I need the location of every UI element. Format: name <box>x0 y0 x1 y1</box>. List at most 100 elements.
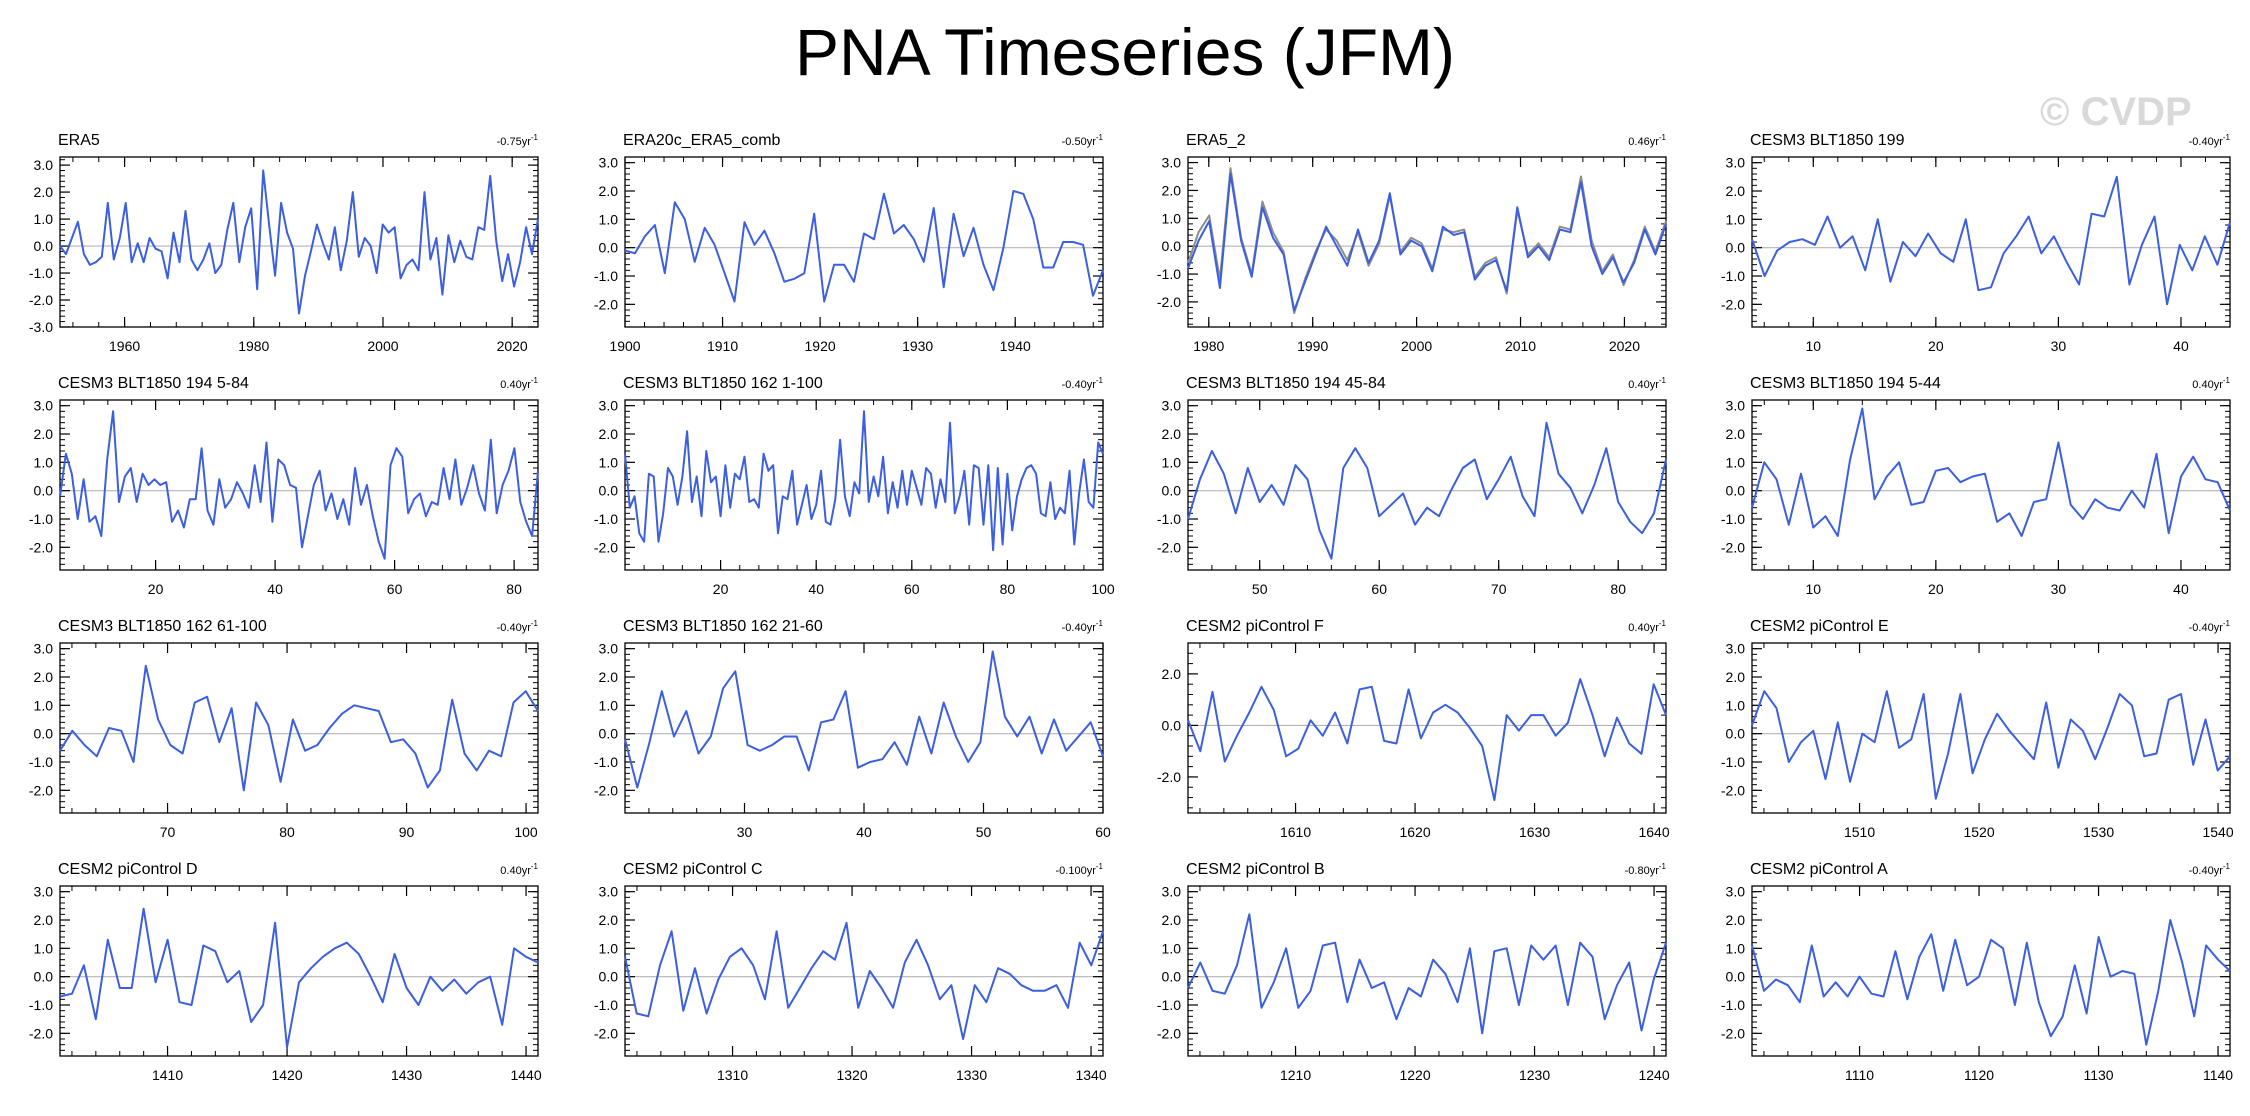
x-tick-label: 20 <box>1928 338 1944 354</box>
y-tick-label: 3.0 <box>34 157 54 173</box>
x-tick-label: 20 <box>713 581 729 597</box>
y-tick-label: -1.0 <box>1721 997 1745 1013</box>
trend-exponent: -1 <box>1096 619 1104 628</box>
y-tick-label: 1.0 <box>1162 454 1182 470</box>
y-tick-label: 3.0 <box>1726 641 1746 657</box>
chart-panel-12: CESM2 piControl E -0.40yr-1 3.0 2.0 1.0 0.0 -1… <box>1721 618 2234 840</box>
x-tick-label: 1210 <box>1280 1067 1311 1083</box>
series-line <box>1751 919 2231 1046</box>
series-line <box>624 650 1104 789</box>
series-line <box>1187 913 1667 1035</box>
x-tick-label: 60 <box>904 581 920 597</box>
x-tick-label: 1320 <box>836 1067 867 1083</box>
y-tick-label: -2.0 <box>29 1025 53 1041</box>
y-tick-label: 1.0 <box>1726 454 1746 470</box>
y-tick-label: 1.0 <box>599 454 619 470</box>
x-tick-label: 1990 <box>1297 338 1328 354</box>
x-tick-label: 40 <box>808 581 824 597</box>
y-tick-label: -2.0 <box>1721 296 1745 312</box>
series-line <box>624 190 1104 303</box>
panel-title: CESM2 piControl E <box>1750 618 1889 635</box>
y-tick-label: 0.0 <box>34 726 54 742</box>
y-tick-label: 1.0 <box>1726 211 1746 227</box>
series-line <box>1751 690 2231 800</box>
y-tick-label: -1.0 <box>594 754 618 770</box>
x-tick-label: 1640 <box>1638 824 1669 840</box>
x-tick-label: 1510 <box>1844 824 1875 840</box>
x-tick-label: 60 <box>387 581 403 597</box>
trend-exponent: -1 <box>1659 133 1667 142</box>
panel-title: CESM2 piControl B <box>1186 861 1325 878</box>
figure-title: PNA Timeseries (JFM) <box>794 15 1456 89</box>
chart-panel-14: CESM2 piControl C -0.100yr-1 3.0 2.0 1.0 0.0 -… <box>594 861 1107 1083</box>
trend-exponent: -1 <box>1659 862 1667 871</box>
y-tick-label: -1.0 <box>1157 266 1181 282</box>
y-tick-label: 2.0 <box>1726 183 1746 199</box>
y-tick-label: 2.0 <box>1162 182 1182 198</box>
y-tick-label: 1.0 <box>1726 697 1746 713</box>
series-line <box>1187 172 1667 312</box>
trend-exponent: -1 <box>531 619 539 628</box>
y-tick-label: -1.0 <box>1157 997 1181 1013</box>
x-tick-label: 1220 <box>1399 1067 1430 1083</box>
x-tick-label: 1410 <box>152 1067 183 1083</box>
y-tick-label: 1.0 <box>34 211 54 227</box>
x-tick-label: 1340 <box>1075 1067 1106 1083</box>
panel-trend: -0.80yr-1 <box>1625 862 1667 877</box>
panel-title: ERA5_2 <box>1186 132 1246 149</box>
x-tick-label: 1420 <box>271 1067 302 1083</box>
y-tick-label: 3.0 <box>1726 155 1746 171</box>
series-line <box>1187 421 1667 560</box>
y-tick-label: 2.0 <box>34 426 54 442</box>
panel-title: CESM3 BLT1850 162 61-100 <box>58 618 267 635</box>
chart-panel-13: CESM2 piControl D 0.40yr-1 3.0 2.0 1.0 0.0 -1.… <box>29 861 542 1083</box>
x-tick-label: 1920 <box>805 338 836 354</box>
y-tick-label: -1.0 <box>594 997 618 1013</box>
y-tick-label: 0.0 <box>1726 726 1746 742</box>
x-tick-label: 2020 <box>1609 338 1640 354</box>
y-tick-label: -1.0 <box>1721 511 1745 527</box>
y-tick-label: -2.0 <box>594 296 618 312</box>
y-tick-label: -2.0 <box>594 782 618 798</box>
y-tick-label: 3.0 <box>599 641 619 657</box>
y-tick-label: 1.0 <box>1162 210 1182 226</box>
x-tick-label: 40 <box>2173 581 2189 597</box>
x-tick-label: 60 <box>1095 824 1111 840</box>
y-tick-label: 1.0 <box>599 211 619 227</box>
trend-exponent: -1 <box>1096 862 1104 871</box>
chart-panel-16: CESM2 piControl A -0.40yr-1 3.0 2.0 1.0 0.0 -1… <box>1721 861 2233 1083</box>
y-tick-label: 2.0 <box>599 426 619 442</box>
y-tick-label: 0.0 <box>1162 238 1182 254</box>
y-tick-label: 3.0 <box>34 884 54 900</box>
x-tick-label: 100 <box>514 824 538 840</box>
y-tick-label: 1.0 <box>34 697 54 713</box>
chart-panel-1: ERA5 -0.75yr-1 3.0 2.0 1.0 0.0 -1.0 -2.0 -3.0 196… <box>29 132 539 354</box>
y-tick-label: -1.0 <box>594 268 618 284</box>
y-tick-label: -2.0 <box>29 539 53 555</box>
panel-trend: -0.40yr-1 <box>2189 619 2231 634</box>
panel-frame <box>59 885 539 1057</box>
panel-trend: -0.50yr-1 <box>1062 133 1104 148</box>
y-tick-label: -2.0 <box>1721 539 1745 555</box>
panel-title: CESM2 piControl D <box>58 861 198 878</box>
x-tick-label: 50 <box>1252 581 1268 597</box>
x-tick-label: 1540 <box>2202 824 2233 840</box>
panel-title: CESM2 piControl F <box>1186 618 1324 635</box>
y-tick-label: -2.0 <box>594 1025 618 1041</box>
y-tick-label: 0.0 <box>1162 483 1182 499</box>
x-tick-label: 1930 <box>902 338 933 354</box>
x-tick-label: 1610 <box>1280 824 1311 840</box>
trend-exponent: -1 <box>531 376 539 385</box>
x-tick-label: 1960 <box>109 338 140 354</box>
x-tick-label: 80 <box>1000 581 1016 597</box>
series-line <box>624 921 1104 1040</box>
x-tick-label: 90 <box>399 824 415 840</box>
trend-exponent: -1 <box>2223 133 2231 142</box>
x-tick-label: 10 <box>1805 581 1821 597</box>
x-tick-label: 1980 <box>238 338 269 354</box>
panel-frame <box>59 399 539 571</box>
panel-trend: 0.40yr-1 <box>500 862 538 877</box>
y-tick-label: 0.0 <box>1726 240 1746 256</box>
chart-panel-11: CESM2 piControl F 0.40yr-1 2.0 0.0 -2.0 1610 1… <box>1157 618 1670 840</box>
series-line <box>59 169 539 315</box>
